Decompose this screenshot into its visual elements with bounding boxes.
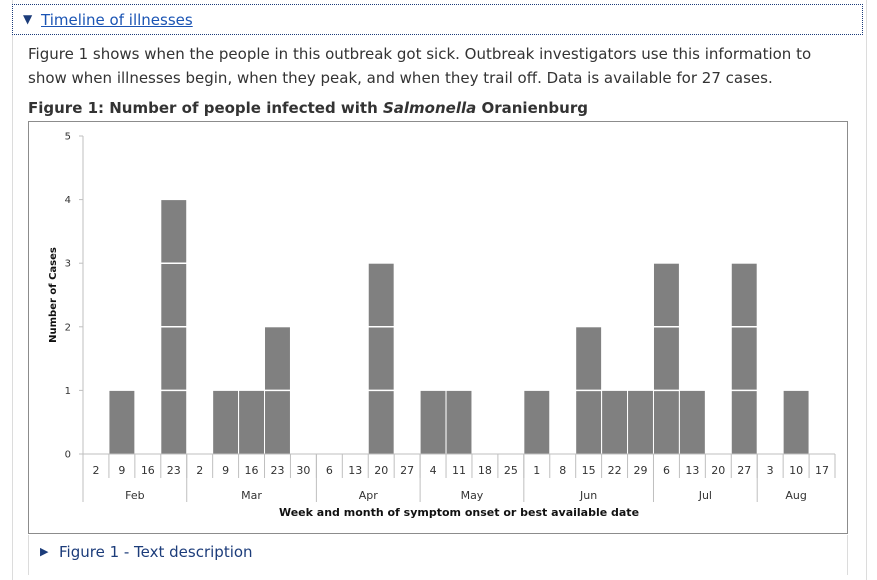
accordion-panel — [12, 0, 867, 580]
text-description-label[interactable]: Figure 1 - Text description — [59, 543, 253, 561]
x-axis-title: Week and month of symptom onset or best … — [279, 506, 639, 519]
x-month-label: Aug — [785, 489, 806, 502]
x-week-label: 13 — [685, 464, 699, 477]
bar — [652, 262, 680, 455]
x-week-label: 20 — [711, 464, 725, 477]
x-week-label: 29 — [634, 464, 648, 477]
caret-right-icon[interactable]: ▶ — [40, 545, 49, 558]
x-week-label: 3 — [767, 464, 774, 477]
x-week-label: 18 — [478, 464, 492, 477]
x-week-label: 23 — [167, 464, 181, 477]
x-week-label: 4 — [430, 464, 437, 477]
bar — [730, 262, 758, 455]
x-week-label: 13 — [348, 464, 362, 477]
x-week-label: 22 — [608, 464, 622, 477]
x-month-label: Mar — [241, 489, 262, 502]
x-month-label: Jun — [579, 489, 597, 502]
figure-title-prefix: Figure 1: Number of people infected with — [28, 99, 383, 117]
bar — [419, 389, 447, 455]
x-month-label: May — [461, 489, 484, 502]
x-month-label: Jul — [698, 489, 712, 502]
x-week-label: 16 — [245, 464, 259, 477]
x-week-label: 9 — [118, 464, 125, 477]
bar — [238, 389, 266, 455]
y-tick-label: 0 — [65, 450, 71, 461]
y-tick-label: 1 — [65, 386, 71, 397]
caret-down-icon[interactable]: ▼ — [23, 12, 33, 26]
text-description-toggle[interactable]: ▶ Figure 1 - Text description — [28, 535, 848, 575]
x-week-label: 10 — [789, 464, 803, 477]
x-week-label: 20 — [374, 464, 388, 477]
bar — [782, 389, 810, 455]
bar — [678, 389, 706, 455]
bar — [367, 262, 395, 455]
y-tick-label: 2 — [65, 322, 71, 333]
figure-title-italic: Salmonella — [382, 99, 477, 117]
figure-title-suffix: Oranienburg — [476, 99, 588, 117]
bar — [445, 389, 473, 455]
y-tick-label: 3 — [65, 259, 71, 270]
x-week-label: 27 — [737, 464, 751, 477]
x-week-label: 2 — [92, 464, 99, 477]
x-week-label: 17 — [815, 464, 829, 477]
bar — [601, 389, 629, 455]
accordion-title-link[interactable]: Timeline of illnesses — [41, 11, 193, 29]
x-week-label: 8 — [559, 464, 566, 477]
accordion-header-timeline[interactable]: ▼ Timeline of illnesses — [12, 4, 863, 35]
x-week-label: 6 — [326, 464, 333, 477]
bar — [212, 389, 240, 455]
bar — [523, 389, 551, 455]
x-week-label: 16 — [141, 464, 155, 477]
x-week-label: 23 — [270, 464, 284, 477]
x-week-label: 9 — [222, 464, 229, 477]
x-week-label: 15 — [582, 464, 596, 477]
figure-title: Figure 1: Number of people infected with… — [28, 99, 588, 117]
x-week-label: 30 — [296, 464, 310, 477]
y-tick-label: 4 — [65, 195, 71, 206]
x-week-label: 2 — [196, 464, 203, 477]
x-week-label: 25 — [504, 464, 518, 477]
x-week-label: 27 — [400, 464, 414, 477]
x-week-label: 6 — [663, 464, 670, 477]
x-week-label: 1 — [533, 464, 540, 477]
y-tick-label: 5 — [65, 132, 71, 143]
intro-paragraph: Figure 1 shows when the people in this o… — [28, 45, 812, 87]
bar — [627, 389, 654, 455]
x-week-label: 11 — [452, 464, 466, 477]
epi-curve-chart: 0 1 2 3 4 5 Number of Cases 2 9 16 23 2 9 16 23 30 6 13 20… — [28, 121, 848, 534]
bar — [108, 389, 136, 455]
x-month-label: Apr — [359, 489, 379, 502]
x-month-label: Feb — [125, 489, 144, 502]
y-axis-title: Number of Cases — [48, 247, 59, 343]
